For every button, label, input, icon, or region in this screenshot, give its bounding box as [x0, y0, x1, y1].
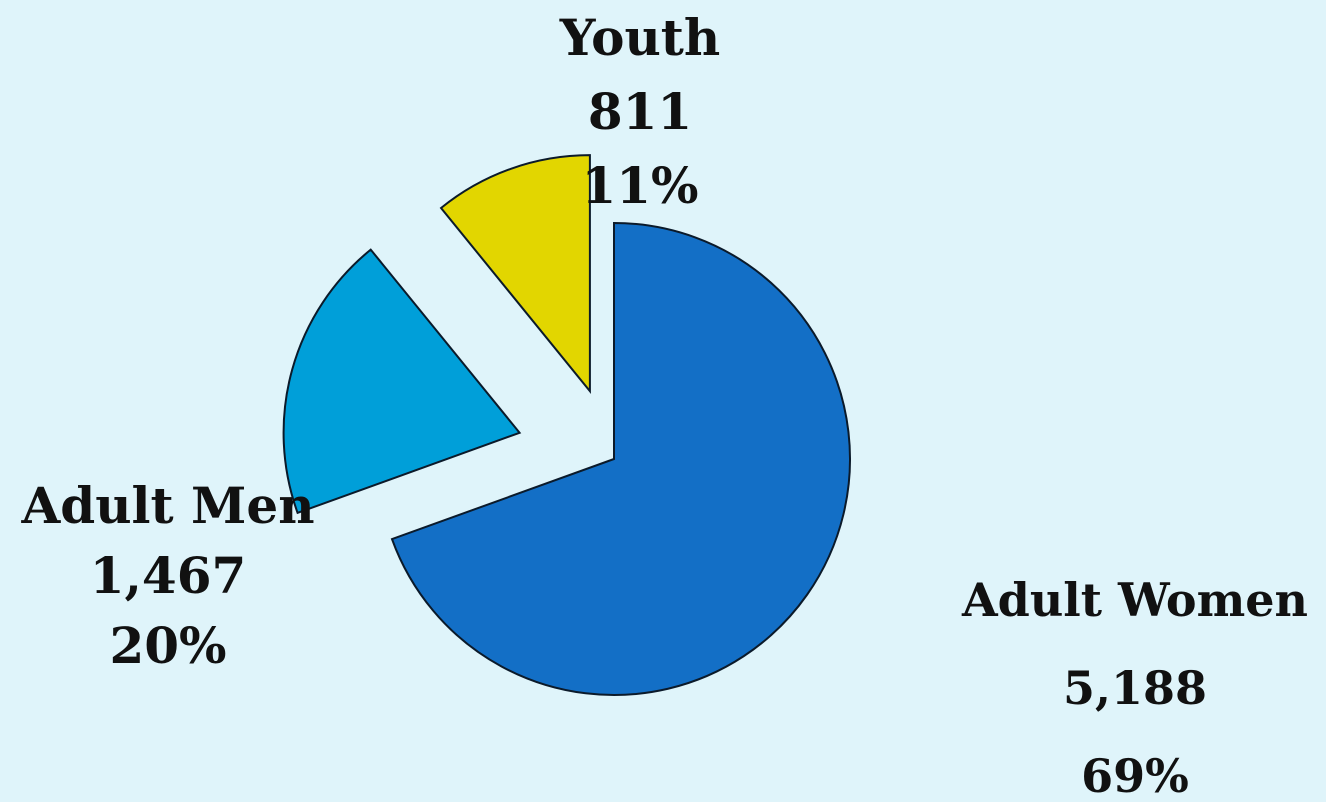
- label-adult-women: Adult Women 5,188 69%: [950, 570, 1320, 802]
- label-adult-women-percent: 69%: [1081, 749, 1189, 802]
- label-adult-men-value: 1,467: [89, 546, 247, 605]
- label-youth-value: 811: [587, 82, 693, 141]
- label-adult-women-name: Adult Women: [961, 573, 1308, 627]
- label-adult-women-value: 5,188: [1062, 661, 1208, 715]
- label-adult-men-name: Adult Men: [21, 476, 315, 535]
- pie-slice-youth: [439, 154, 591, 394]
- label-adult-men-percent: 20%: [109, 616, 227, 675]
- label-youth: Youth 811 11%: [540, 8, 740, 230]
- pie-slice-adult-men: [282, 248, 522, 515]
- label-youth-name: Youth: [559, 8, 721, 67]
- pie-slice-adult-women: [390, 221, 851, 696]
- label-adult-men: Adult Men 1,467 20%: [8, 476, 328, 686]
- label-youth-percent: 11%: [581, 156, 699, 215]
